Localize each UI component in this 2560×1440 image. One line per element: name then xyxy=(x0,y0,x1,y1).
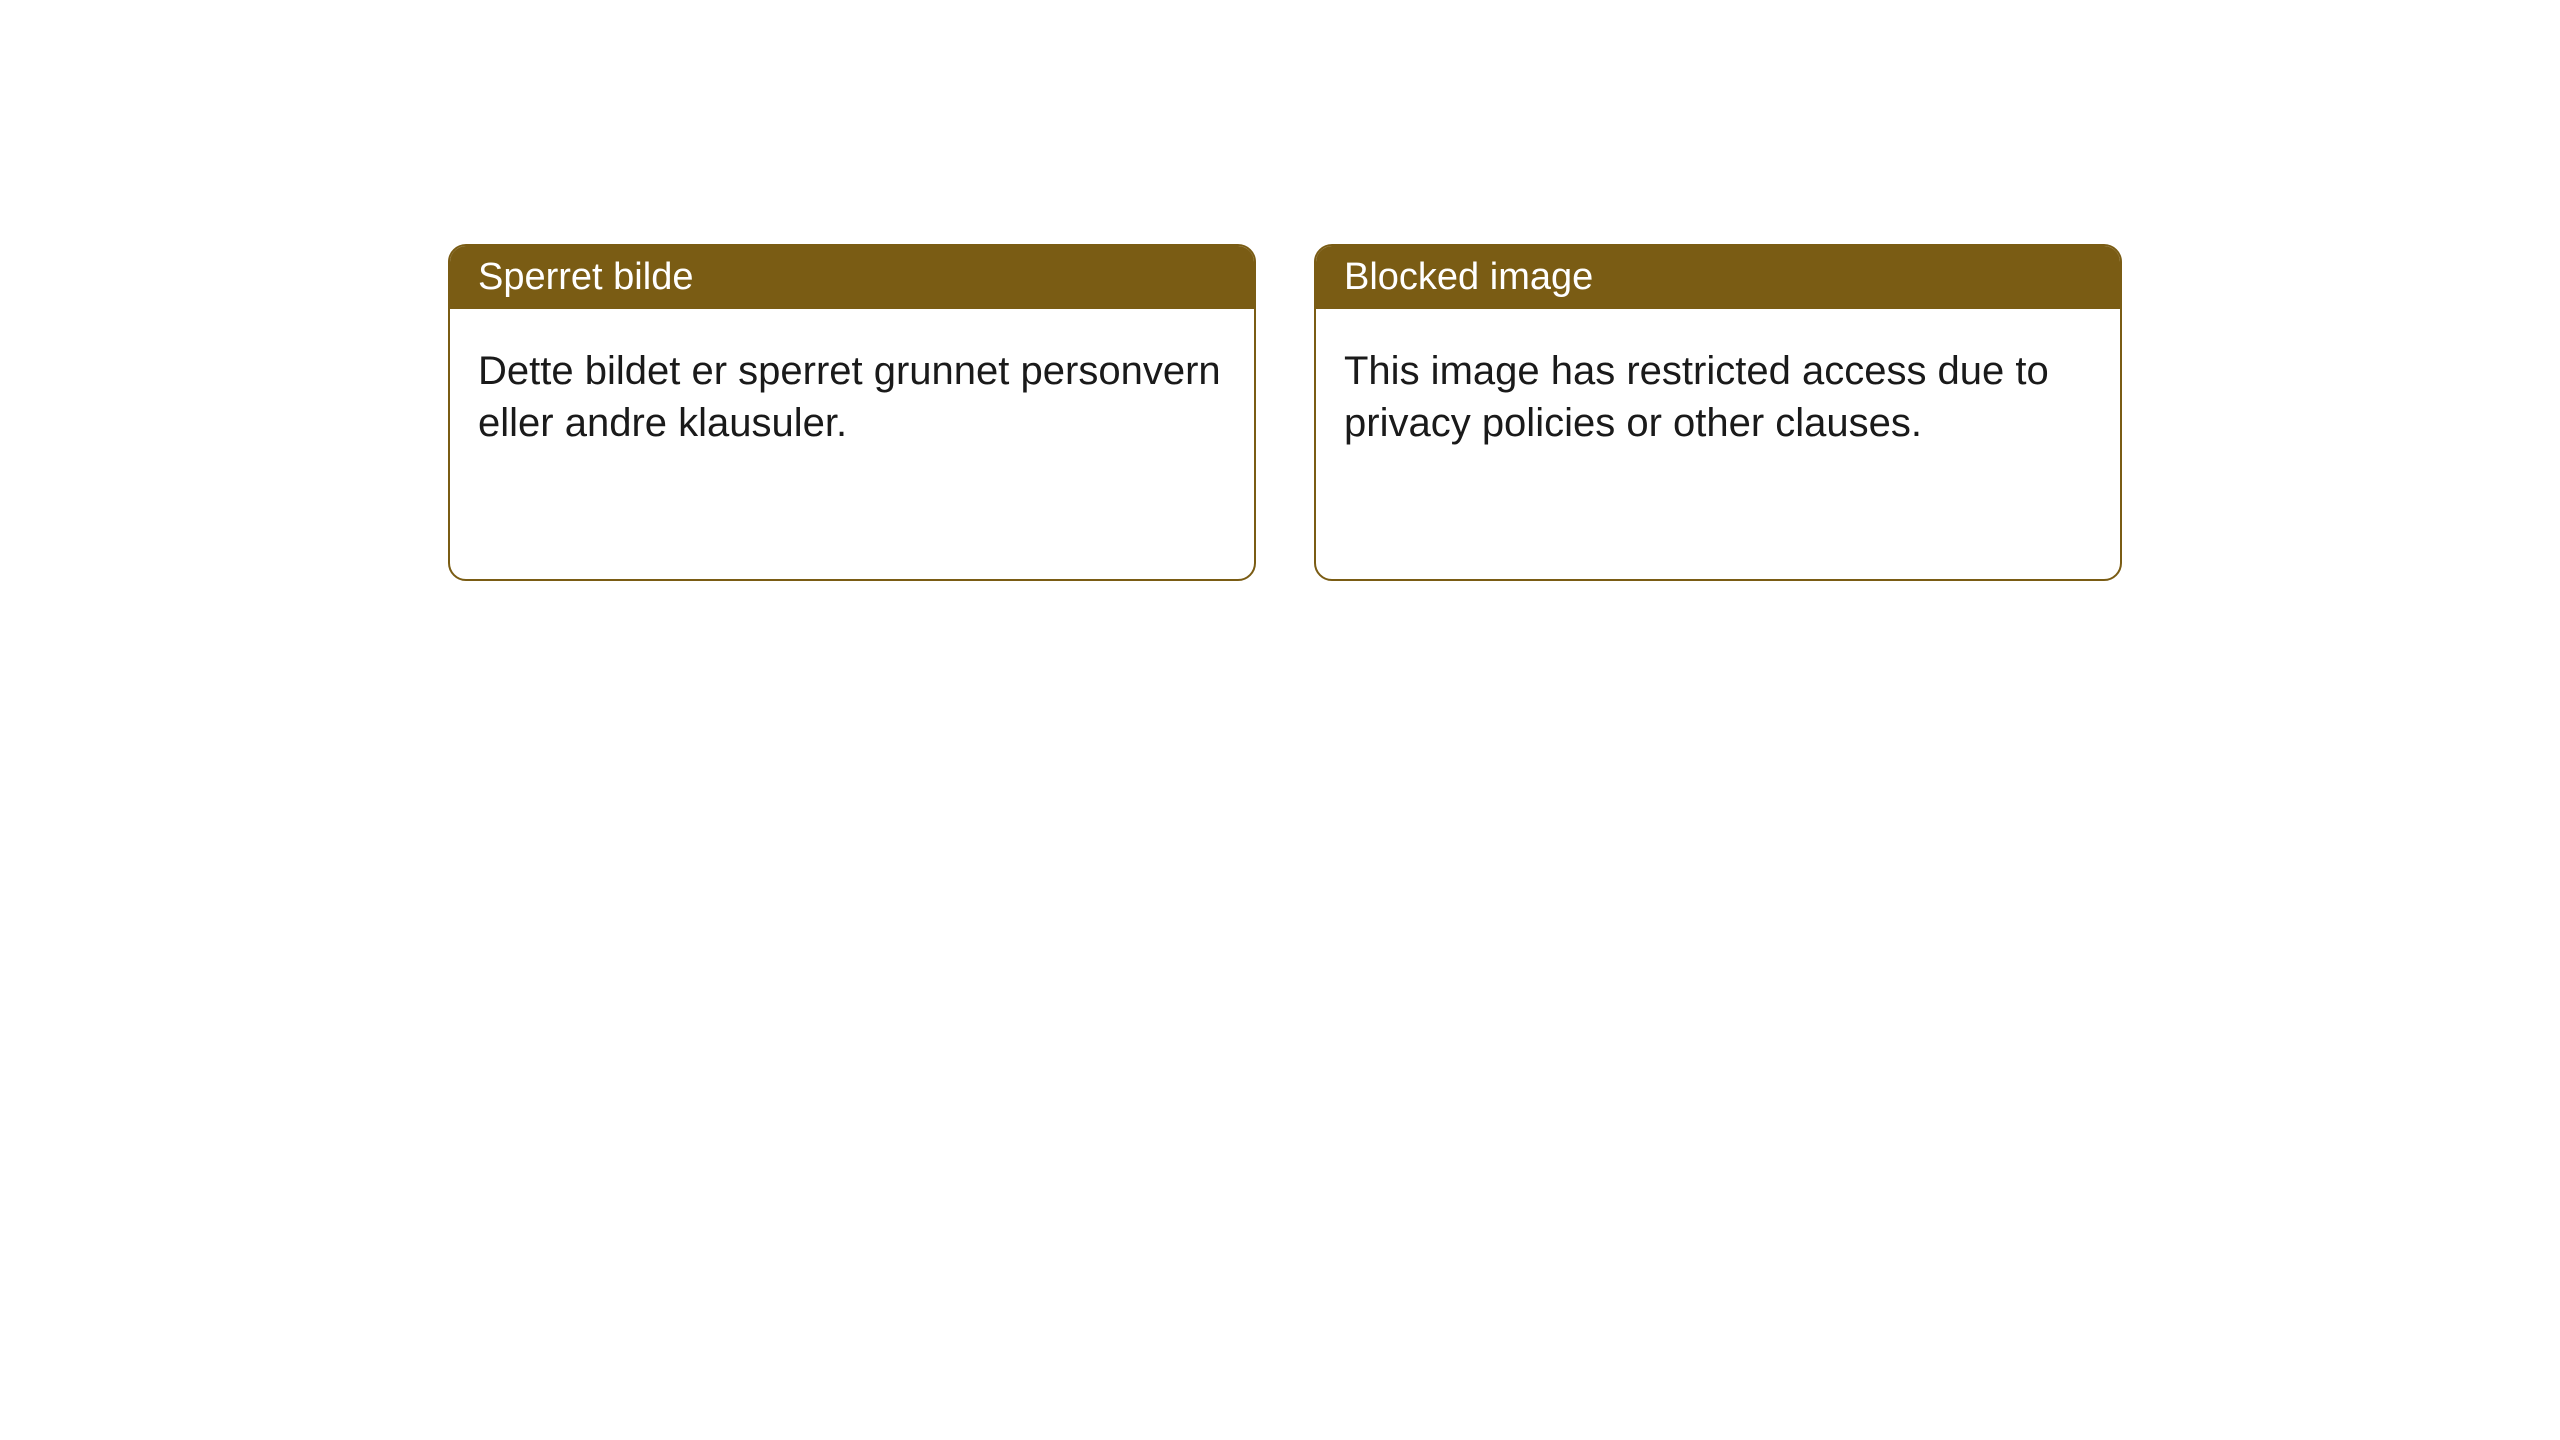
cards-container: Sperret bilde Dette bildet er sperret gr… xyxy=(0,0,2560,581)
card-body: Dette bildet er sperret grunnet personve… xyxy=(450,309,1254,485)
blocked-card-norwegian: Sperret bilde Dette bildet er sperret gr… xyxy=(448,244,1256,581)
card-title: Sperret bilde xyxy=(478,256,693,298)
card-title: Blocked image xyxy=(1344,256,1593,298)
card-body-text: Dette bildet er sperret grunnet personve… xyxy=(478,349,1221,445)
card-body-text: This image has restricted access due to … xyxy=(1344,349,2049,445)
card-header: Blocked image xyxy=(1316,246,2120,309)
card-header: Sperret bilde xyxy=(450,246,1254,309)
card-body: This image has restricted access due to … xyxy=(1316,309,2120,485)
blocked-card-english: Blocked image This image has restricted … xyxy=(1314,244,2122,581)
